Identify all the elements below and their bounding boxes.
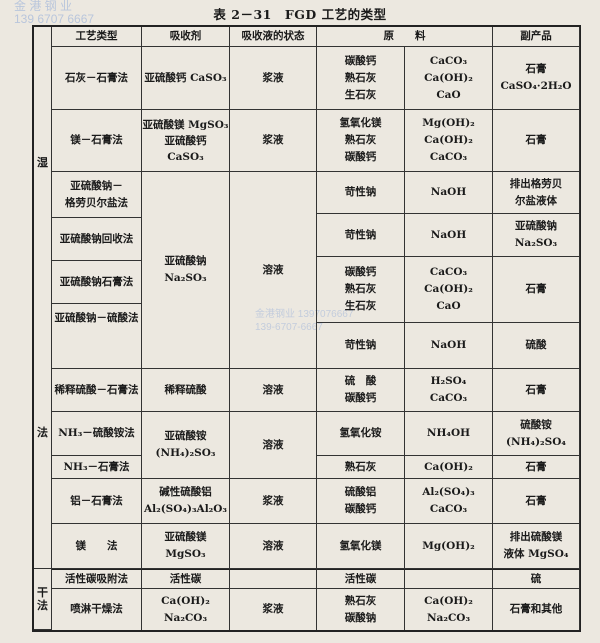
- header-materials: 原 料: [317, 27, 493, 47]
- category-wet-char2: 法: [37, 426, 48, 440]
- cell-formula: Al₂(SO₄)₃ CaCO₃: [405, 479, 493, 524]
- cell-formula: CaCO₃ Ca(OH)₂ CaO: [405, 47, 493, 110]
- cell-type: 活性碳吸附法: [52, 569, 142, 589]
- cell-state: 溶液: [230, 412, 317, 479]
- category-wet: 湿 法: [34, 27, 52, 569]
- cell-material: 硫酸铝 碳酸钙: [317, 479, 405, 524]
- cell-absorbent: 亚硫酸铵 (NH₄)₂SO₃: [142, 412, 230, 479]
- cell-byproduct: 亚硫酸钠 Na₂SO₃: [493, 214, 580, 257]
- cell-type: 亚硫酸钠石膏法: [52, 261, 142, 304]
- cell-formula: Mg(OH)₂ Ca(OH)₂ CaCO₃: [405, 110, 493, 172]
- cell-absorbent: 亚硫酸镁 MgSO₃: [142, 524, 230, 569]
- fgd-process-table: 湿 法 干 法 工艺类型 吸收剂 吸收液的状态 原 料 副产品 石灰－石膏法 亚…: [32, 25, 581, 632]
- cell-formula: Ca(OH)₂ Na₂CO₃: [405, 589, 493, 630]
- cell-formula: NaOH: [405, 323, 493, 369]
- cell-material: 氢氧化镁: [317, 524, 405, 569]
- cell-formula: CaCO₃ Ca(OH)₂ CaO: [405, 257, 493, 323]
- cell-formula: H₂SO₄ CaCO₃: [405, 369, 493, 412]
- cell-type: 镁－石膏法: [52, 110, 142, 172]
- header-byproduct: 副产品: [493, 27, 580, 47]
- cell-state: 溶液: [230, 369, 317, 412]
- cell-material: 苛性钠: [317, 214, 405, 257]
- cell-state: 浆液: [230, 589, 317, 630]
- cell-absorbent: 亚硫酸钠 Na₂SO₃: [142, 172, 230, 369]
- cell-absorbent: Ca(OH)₂ Na₂CO₃: [142, 589, 230, 630]
- header-absorbent: 吸收剂: [142, 27, 230, 47]
- cell-material: 苛性钠: [317, 323, 405, 369]
- cell-formula: Ca(OH)₂: [405, 456, 493, 479]
- cell-byproduct: 硫酸铵 (NH₄)₂SO₄: [493, 412, 580, 456]
- cell-material: 碳酸钙 熟石灰 生石灰: [317, 47, 405, 110]
- cell-material: 熟石灰: [317, 456, 405, 479]
- cell-material: 碳酸钙 熟石灰 生石灰: [317, 257, 405, 323]
- cell-type: NH₃－硫酸铵法: [52, 412, 142, 456]
- cell-type: 亚硫酸钠－硫酸法: [52, 304, 142, 369]
- cell-state: 浆液: [230, 47, 317, 110]
- cell-type: 亚硫酸钠－ 格劳贝尔盐法: [52, 172, 142, 218]
- cell-material: 熟石灰 碳酸钠: [317, 589, 405, 630]
- cell-byproduct: 石膏 CaSO₄·2H₂O: [493, 47, 580, 110]
- category-dry-char2: 法: [37, 599, 48, 612]
- cell-absorbent: 稀释硫酸: [142, 369, 230, 412]
- cell-type: 稀释硫酸－石膏法: [52, 369, 142, 412]
- cell-byproduct: 石膏: [493, 369, 580, 412]
- cell-material: 氢氧化镁 熟石灰 碳酸钙: [317, 110, 405, 172]
- category-dry: 干 法: [34, 569, 52, 630]
- cell-state: 溶液: [230, 524, 317, 569]
- cell-byproduct: 石膏: [493, 257, 580, 323]
- cell-type: 镁 法: [52, 524, 142, 569]
- cell-type: 喷淋干燥法: [52, 589, 142, 630]
- cell-state: 溶液: [230, 172, 317, 369]
- category-wet-char1: 湿: [37, 155, 48, 169]
- cell-byproduct: 硫酸: [493, 323, 580, 369]
- cell-byproduct: 石膏: [493, 456, 580, 479]
- cell-material: 氢氧化铵: [317, 412, 405, 456]
- cell-type: NH₃－石膏法: [52, 456, 142, 479]
- cell-byproduct: 石膏和其他: [493, 589, 580, 630]
- cell-state: 浆液: [230, 110, 317, 172]
- cell-absorbent: 亚硫酸镁 MgSO₃ 亚硫酸钙 CaSO₃: [142, 110, 230, 172]
- cell-absorbent: 亚硫酸钙 CaSO₃: [142, 47, 230, 110]
- cell-material: 活性碳: [317, 569, 405, 589]
- cell-byproduct: 排出硫酸镁 液体 MgSO₄: [493, 524, 580, 569]
- watermark-middle: 金港钢业 1397076667 139-6707-6667: [255, 309, 354, 333]
- cell-absorbent: 碱性硫酸铝 Al₂(SO₄)₃Al₂O₃: [142, 479, 230, 524]
- cell-byproduct: 石膏: [493, 110, 580, 172]
- watermark-top: 金 港 钢 业 139 6707 6667: [14, 0, 95, 26]
- cell-byproduct: 石膏: [493, 479, 580, 524]
- cell-formula: Mg(OH)₂: [405, 524, 493, 569]
- cell-absorbent: 活性碳: [142, 569, 230, 589]
- cell-formula: NaOH: [405, 172, 493, 214]
- header-type: 工艺类型: [52, 27, 142, 47]
- cell-material: 苛性钠: [317, 172, 405, 214]
- category-dry-char1: 干: [37, 586, 48, 599]
- cell-type: 石灰－石膏法: [52, 47, 142, 110]
- cell-type: 亚硫酸钠回收法: [52, 218, 142, 261]
- cell-type: 铝－石膏法: [52, 479, 142, 524]
- cell-byproduct: 排出格劳贝 尔盐液体: [493, 172, 580, 214]
- table-caption: 表 2－31 FGD 工艺的类型: [213, 7, 387, 22]
- cell-byproduct: 硫: [493, 569, 580, 589]
- cell-state: [230, 569, 317, 589]
- cell-formula: NH₄OH: [405, 412, 493, 456]
- cell-formula: NaOH: [405, 214, 493, 257]
- cell-material: 硫 酸 碳酸钙: [317, 369, 405, 412]
- header-state: 吸收液的状态: [230, 27, 317, 47]
- cell-state: 浆液: [230, 479, 317, 524]
- cell-formula: [405, 569, 493, 589]
